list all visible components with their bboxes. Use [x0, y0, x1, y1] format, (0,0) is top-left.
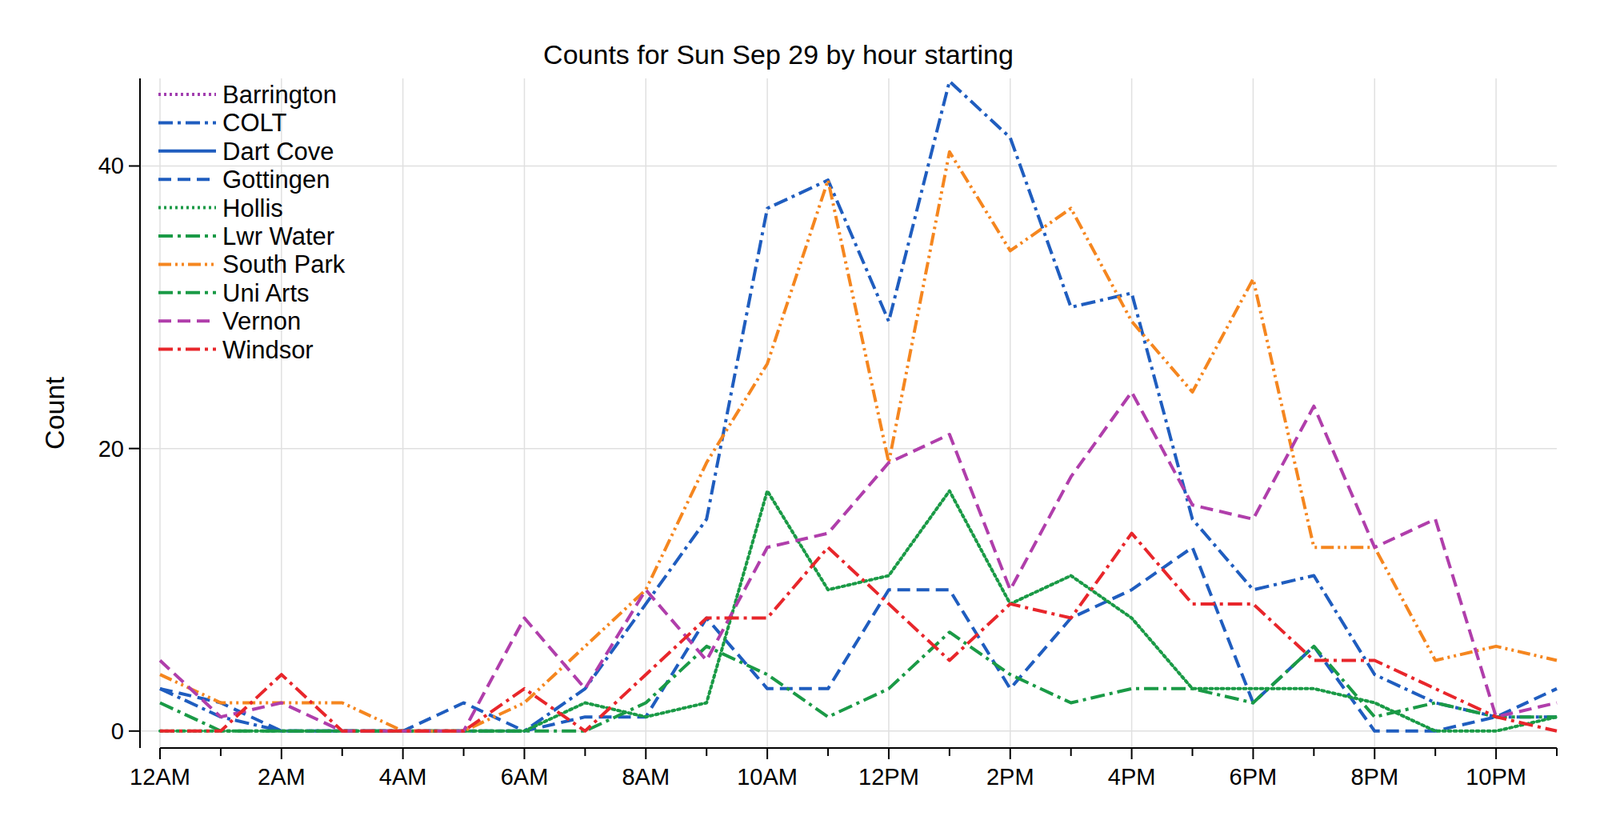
legend-swatch	[158, 177, 216, 181]
legend-label: Lwr Water	[222, 222, 335, 251]
x-tick	[1312, 748, 1315, 756]
x-grid	[888, 78, 890, 748]
x-tick	[280, 748, 283, 760]
x-tick	[220, 748, 222, 756]
series-line	[160, 81, 1557, 732]
x-tick-label: 12PM	[858, 764, 920, 790]
legend-swatch	[158, 234, 216, 238]
x-tick	[159, 748, 161, 760]
x-grid	[524, 78, 526, 748]
x-tick	[1131, 748, 1133, 760]
x-tick	[1434, 748, 1436, 756]
y-grid	[140, 165, 1557, 168]
x-tick-label: 6AM	[500, 764, 549, 790]
legend-swatch	[158, 348, 216, 352]
legend-label: Dart Cove	[222, 137, 335, 166]
legend-swatch	[158, 291, 216, 295]
legend-swatch	[158, 262, 216, 266]
legend-label: Uni Arts	[222, 279, 310, 308]
y-tick	[128, 448, 140, 450]
x-tick-label: 10AM	[736, 764, 798, 790]
x-tick	[1556, 748, 1558, 756]
x-tick	[1495, 748, 1497, 760]
x-grid	[1131, 78, 1133, 748]
x-tick	[1009, 748, 1012, 760]
y-label: Count	[39, 376, 70, 450]
x-tick-label: 12AM	[129, 764, 191, 790]
x-tick	[644, 748, 647, 760]
x-tick	[705, 748, 708, 756]
x-tick	[584, 748, 586, 756]
legend-swatch	[158, 92, 216, 96]
y-axis	[139, 78, 141, 748]
x-grid	[402, 78, 404, 748]
x-tick-label: 6PM	[1229, 764, 1278, 790]
x-grid	[1252, 78, 1255, 748]
x-tick	[1252, 748, 1254, 760]
series-line	[160, 392, 1557, 732]
x-grid	[645, 78, 648, 748]
legend-label: Vernon	[222, 307, 301, 336]
x-tick	[402, 748, 404, 760]
series-line	[160, 533, 1557, 732]
x-tick-label: 8AM	[621, 764, 670, 790]
x-axis	[160, 747, 1557, 749]
plot-lines	[160, 81, 1557, 732]
legend-swatch	[158, 149, 216, 153]
x-tick	[1070, 748, 1072, 756]
x-tick-label: 2AM	[257, 764, 306, 790]
x-tick	[766, 748, 768, 760]
chart: Counts for Sun Sep 29 by hour starting Co…	[0, 0, 1600, 840]
series-line	[160, 152, 1557, 732]
legend-label: Windsor	[222, 336, 314, 364]
x-tick	[463, 748, 465, 756]
x-tick-label: 4AM	[379, 764, 428, 790]
x-tick-label: 2PM	[986, 764, 1035, 790]
y-grid	[140, 448, 1557, 450]
legend-label: Gottingen	[222, 165, 330, 194]
x-tick-label: 10PM	[1465, 764, 1527, 790]
x-grid	[1374, 78, 1376, 748]
x-tick	[827, 748, 829, 756]
y-tick	[128, 730, 140, 732]
x-grid	[766, 78, 768, 748]
legend-swatch	[158, 120, 216, 124]
x-tick	[1192, 748, 1194, 756]
x-tick	[341, 748, 344, 756]
series-line	[160, 491, 1557, 732]
x-tick	[948, 748, 951, 756]
y-tick-label: 0	[111, 718, 124, 744]
x-tick	[1373, 748, 1376, 760]
legend-label: Hollis	[222, 194, 284, 223]
x-tick-label: 8PM	[1350, 764, 1399, 790]
legend-swatch	[158, 206, 216, 210]
x-tick	[523, 748, 525, 760]
x-tick-label: 4PM	[1108, 764, 1156, 790]
x-tick	[888, 748, 890, 760]
y-tick-label: 40	[98, 152, 124, 179]
legend-label: Barrington	[222, 80, 337, 109]
legend: BarringtonCOLTDart CoveGottingenHollisLw…	[158, 80, 346, 364]
legend-swatch	[158, 319, 216, 323]
x-grid	[1009, 78, 1012, 748]
legend-label: COLT	[222, 108, 287, 137]
y-tick	[128, 164, 140, 167]
legend-label: South Park	[222, 250, 346, 279]
title: Counts for Sun Sep 29 by hour starting	[543, 39, 1014, 70]
y-tick-label: 20	[98, 436, 124, 462]
